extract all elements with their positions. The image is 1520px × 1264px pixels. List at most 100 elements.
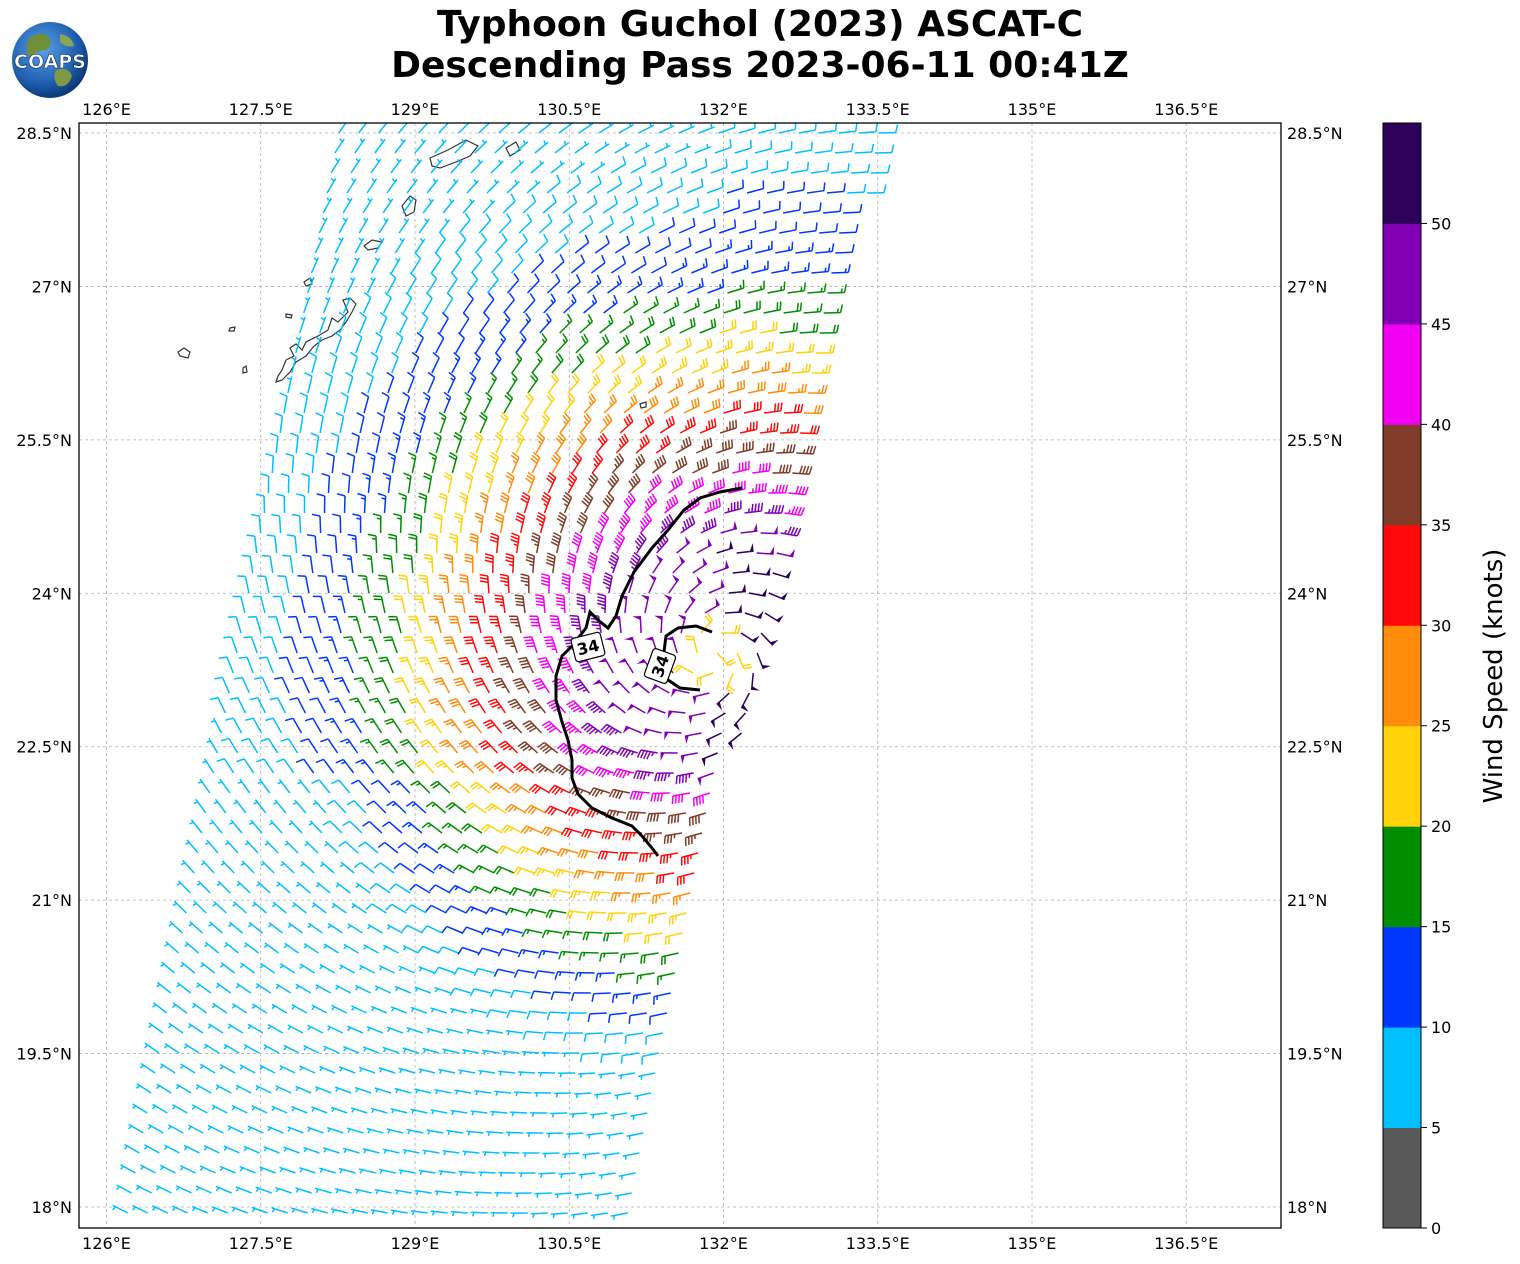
wind-barb bbox=[627, 275, 643, 294]
wind-barb bbox=[454, 1190, 472, 1196]
wind-barb bbox=[378, 656, 394, 674]
wind-barb bbox=[410, 780, 431, 794]
wind-barb bbox=[610, 892, 631, 902]
colorbar-tick-label: 15 bbox=[1431, 918, 1451, 937]
wind-barb bbox=[498, 123, 512, 134]
lat-label-right: 19.5°N bbox=[1287, 1045, 1343, 1064]
wind-barb bbox=[542, 1152, 560, 1158]
wind-barb bbox=[368, 697, 387, 714]
wind-barb bbox=[293, 676, 311, 694]
wind-barb bbox=[322, 197, 333, 214]
wind-barb bbox=[448, 451, 458, 474]
wind-barb bbox=[454, 232, 467, 254]
wind-barb bbox=[377, 492, 387, 514]
wind-barb bbox=[550, 160, 565, 174]
wind-barb bbox=[740, 692, 751, 712]
wind-barb bbox=[684, 832, 703, 846]
wind-barb bbox=[760, 422, 779, 434]
wind-barb bbox=[335, 412, 345, 434]
wind-barb bbox=[449, 987, 471, 996]
wind-barb bbox=[370, 158, 382, 174]
wind-barb bbox=[623, 394, 638, 414]
wind-barb bbox=[419, 739, 439, 754]
wind-barb bbox=[590, 891, 611, 901]
wind-barb bbox=[518, 1071, 536, 1077]
wind-barb bbox=[310, 432, 320, 454]
wind-barb bbox=[358, 1168, 376, 1174]
wind-barb bbox=[575, 432, 587, 454]
wind-barb bbox=[402, 1047, 420, 1054]
wind-barb bbox=[574, 1092, 592, 1099]
wind-barb bbox=[615, 972, 635, 983]
wind-barb bbox=[285, 452, 295, 474]
wind-barb bbox=[338, 1066, 356, 1074]
wind-barb bbox=[532, 677, 550, 694]
wind-barb bbox=[458, 739, 479, 754]
wind-barb bbox=[608, 551, 620, 574]
wind-barb bbox=[358, 1066, 376, 1074]
wind-barb bbox=[231, 1003, 248, 1014]
wind-barb bbox=[545, 552, 556, 574]
wind-barb bbox=[345, 371, 354, 394]
wind-barb bbox=[521, 1050, 540, 1057]
wind-barb bbox=[410, 252, 422, 274]
wind-barb bbox=[688, 575, 703, 594]
wind-barb bbox=[652, 892, 671, 904]
colorbar-bin bbox=[1383, 1027, 1421, 1129]
wind-barb bbox=[546, 174, 561, 194]
wind-barb bbox=[235, 1084, 252, 1094]
wind-barb bbox=[379, 311, 388, 334]
wind-barb bbox=[227, 1023, 244, 1034]
wind-barb bbox=[727, 380, 746, 394]
wind-barb bbox=[696, 672, 714, 687]
wind-barb bbox=[760, 525, 778, 535]
wind-barb bbox=[423, 636, 438, 654]
wind-barb bbox=[827, 284, 847, 294]
wind-barb bbox=[388, 697, 407, 714]
wind-barb bbox=[191, 1205, 209, 1214]
wind-barb bbox=[778, 123, 797, 134]
wind-barb bbox=[295, 1187, 312, 1194]
wind-barb bbox=[200, 961, 216, 974]
wind-barb bbox=[783, 201, 802, 214]
wind-barb bbox=[626, 176, 643, 194]
wind-barb bbox=[421, 822, 443, 834]
wind-barb bbox=[482, 1151, 500, 1157]
colorbar-tick-label: 40 bbox=[1431, 415, 1451, 434]
wind-barb bbox=[398, 492, 407, 514]
wind-barb bbox=[667, 475, 684, 494]
wind-barb bbox=[295, 336, 302, 354]
wind-barb bbox=[339, 861, 355, 874]
wind-barb bbox=[243, 1145, 260, 1154]
wind-barb bbox=[656, 533, 669, 554]
wind-barb bbox=[413, 512, 423, 534]
wind-barb bbox=[375, 331, 383, 354]
wind-barb bbox=[332, 595, 346, 614]
wind-barb bbox=[692, 556, 708, 574]
wind-barb bbox=[486, 179, 500, 194]
wind-barb bbox=[513, 762, 535, 774]
wind-barb bbox=[730, 159, 748, 174]
wind-barb bbox=[687, 377, 705, 394]
wind-barb bbox=[653, 992, 671, 1005]
wind-barb bbox=[340, 391, 349, 414]
wind-barb bbox=[305, 452, 315, 474]
wind-barb bbox=[770, 161, 789, 174]
wind-barb bbox=[660, 513, 674, 534]
wind-barb bbox=[312, 595, 326, 614]
wind-barb bbox=[354, 138, 366, 154]
wind-barb bbox=[354, 1086, 372, 1094]
wind-barb bbox=[622, 725, 642, 734]
wind-barb bbox=[488, 615, 502, 634]
wind-barb bbox=[776, 548, 796, 558]
wind-barb bbox=[482, 1049, 500, 1055]
wind-barb bbox=[606, 1132, 624, 1140]
wind-barb bbox=[239, 1165, 256, 1174]
wind-barb bbox=[438, 123, 450, 134]
lon-label-top: 129°E bbox=[391, 100, 440, 119]
wind-barb bbox=[386, 271, 397, 294]
wind-barb bbox=[418, 1169, 436, 1175]
wind-barb bbox=[264, 717, 283, 734]
wind-barb bbox=[267, 615, 282, 634]
